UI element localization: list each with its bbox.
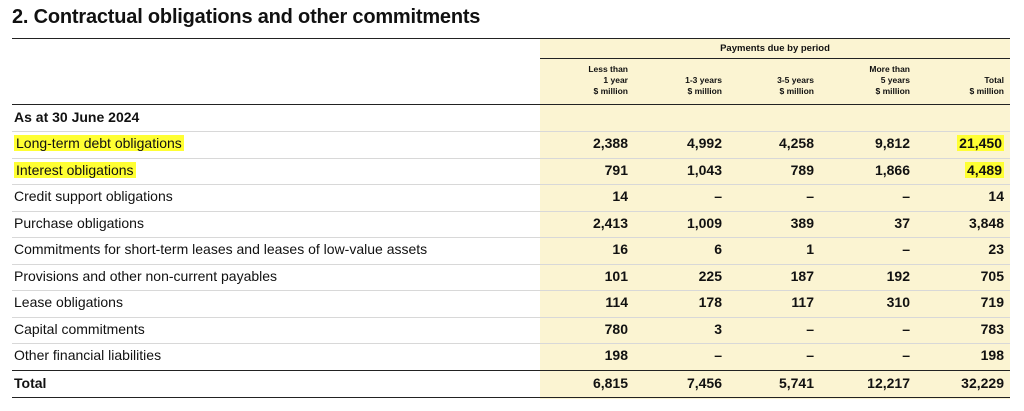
- table-row: Purchase obligations 2,413 1,009 389 37 3,848: [12, 211, 1010, 237]
- total-divider-top: [12, 370, 1010, 371]
- row-value: 114: [605, 294, 628, 310]
- total-value: 32,229: [961, 375, 1004, 391]
- row-value: –: [902, 320, 910, 337]
- row-divider: [12, 237, 1010, 238]
- row-value: 198: [980, 347, 1004, 363]
- row-value: 780: [604, 320, 628, 337]
- column-header-more-than-5-years: More than 5 years $ million: [869, 64, 910, 96]
- row-value: –: [902, 241, 910, 257]
- table-row: Lease obligations 114 178 117 310 719: [12, 290, 1010, 316]
- row-value: 14: [988, 188, 1004, 204]
- row-value: 14: [612, 188, 628, 204]
- table-row: Other financial liabilities 198 – – – 198: [12, 343, 1010, 369]
- row-value: 4,489: [918, 161, 1004, 178]
- column-header-1-3-years: 1-3 years $ million: [685, 75, 722, 96]
- table-row: Commitments for short-term leases and le…: [12, 237, 1010, 263]
- row-label: Interest obligations: [14, 161, 136, 178]
- row-divider: [12, 131, 1010, 132]
- row-value: 789: [790, 161, 814, 178]
- row-label: Capital commitments: [14, 320, 145, 337]
- row-label: Lease obligations: [14, 294, 123, 310]
- table-row: Long-term debt obligations 2,388 4,992 4,25…: [12, 131, 1010, 157]
- row-value: 117: [791, 294, 814, 310]
- highlighted-value: 4,489: [964, 161, 1004, 178]
- row-value: 37: [894, 214, 910, 231]
- row-label: Provisions and other non-current payable…: [14, 267, 278, 284]
- total-value: 5,741: [778, 375, 814, 391]
- row-divider: [12, 184, 1010, 185]
- table-row: Capital commitments 780 3 – – 783: [12, 317, 1010, 343]
- row-value: 791: [604, 161, 628, 178]
- row-label: Purchase obligations: [14, 214, 144, 231]
- payments-column-shading: [540, 39, 1010, 399]
- row-value: –: [806, 320, 814, 337]
- row-label: Long-term debt obligations: [14, 135, 184, 151]
- row-value: 719: [980, 294, 1004, 310]
- row-value: 1,043: [686, 161, 722, 178]
- row-value: 21,450: [918, 135, 1004, 151]
- row-value: –: [902, 347, 910, 363]
- row-value: 3,848: [968, 214, 1004, 231]
- row-value: 310: [886, 294, 910, 310]
- row-value: 9,812: [874, 135, 910, 151]
- row-value: 705: [980, 267, 1004, 284]
- section-row: As at 30 June 2024: [12, 105, 1010, 131]
- header-divider: [12, 104, 1010, 105]
- row-value: 23: [988, 241, 1004, 257]
- total-label: Total: [14, 375, 47, 391]
- row-divider: [12, 157, 1010, 159]
- highlighted-value: 21,450: [957, 135, 1004, 151]
- row-divider: [12, 290, 1010, 291]
- row-value: 1,866: [874, 161, 910, 178]
- row-value: 1: [806, 241, 814, 257]
- total-value: 7,456: [686, 375, 722, 391]
- row-value: 1,009: [686, 214, 722, 231]
- row-value: 4,258: [778, 135, 814, 151]
- row-value: –: [806, 347, 814, 363]
- row-value: 178: [698, 294, 722, 310]
- table-row: Interest obligations 791 1,043 789 1,866 4,48…: [12, 158, 1010, 184]
- row-divider: [12, 316, 1010, 318]
- row-value: 2,413: [592, 214, 628, 231]
- row-value: –: [714, 347, 722, 363]
- row-value: 783: [980, 320, 1004, 337]
- row-value: 192: [886, 267, 910, 284]
- row-divider: [12, 263, 1010, 265]
- column-header-3-5-years: 3-5 years $ million: [777, 75, 814, 96]
- row-value: 2,388: [592, 135, 628, 151]
- column-header-less-than-1-year: Less than 1 year $ million: [588, 64, 628, 96]
- row-value: 16: [612, 241, 628, 257]
- title-divider: [12, 38, 1010, 39]
- total-divider-bottom: [12, 397, 1010, 398]
- row-label: Other financial liabilities: [14, 347, 162, 363]
- row-label: Credit support obligations: [14, 188, 173, 204]
- row-value: 6: [714, 241, 722, 257]
- row-value: 101: [604, 267, 628, 284]
- row-value: 3: [714, 320, 722, 337]
- total-value: 12,217: [867, 375, 910, 391]
- period-divider: [540, 58, 1010, 59]
- section-label: As at 30 June 2024: [14, 109, 140, 125]
- row-value: 4,992: [686, 135, 722, 151]
- total-row: Total 6,815 7,456 5,741 12,217 32,229: [12, 371, 1010, 397]
- row-value: 198: [604, 347, 628, 363]
- row-divider: [12, 210, 1010, 212]
- total-value: 6,815: [592, 375, 628, 391]
- column-header-total: Total $ million: [969, 75, 1004, 96]
- row-value: –: [806, 188, 814, 204]
- row-value: –: [714, 188, 722, 204]
- page-title: 2. Contractual obligations and other com…: [12, 6, 481, 28]
- table-row: Credit support obligations 14 – – – 14: [12, 184, 1010, 210]
- row-value: –: [902, 188, 910, 204]
- row-divider: [12, 343, 1010, 344]
- table-row: Provisions and other non-current payable…: [12, 264, 1010, 290]
- row-value: 187: [790, 267, 814, 284]
- period-header: Payments due by period: [720, 43, 830, 54]
- row-label: Commitments for short-term leases and le…: [14, 241, 428, 257]
- row-value: 389: [790, 214, 814, 231]
- row-value: 225: [698, 267, 722, 284]
